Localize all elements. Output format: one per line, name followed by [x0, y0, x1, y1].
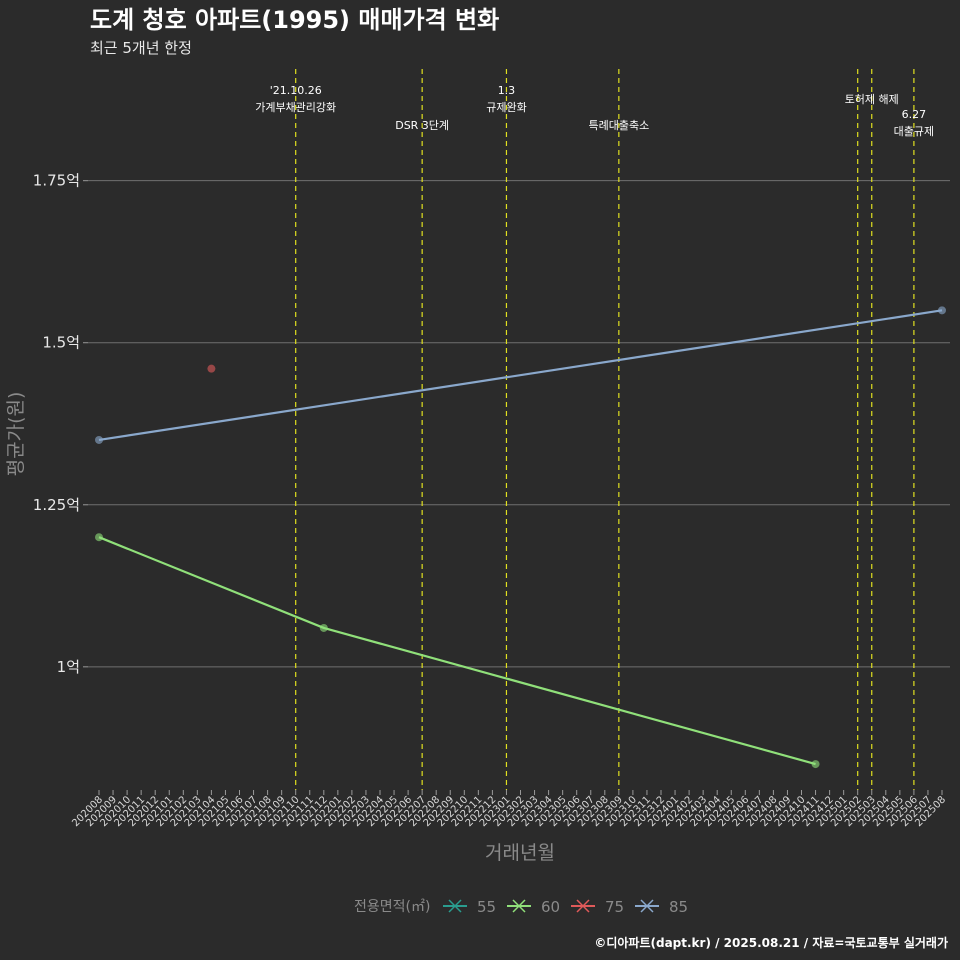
- y-axis-title: 평균가(원): [5, 392, 27, 477]
- legend-swatch-cross: [576, 899, 590, 913]
- legend-swatch-cross: [512, 899, 526, 913]
- legend-swatch-cross: [640, 899, 654, 913]
- series-line-85: [98, 309, 943, 442]
- data-series: [95, 306, 946, 769]
- legend-swatch-cross: [448, 899, 462, 913]
- event-label: DSR 3단계: [395, 119, 449, 132]
- event-label: '21.10.26: [270, 84, 322, 97]
- legend-label: 60: [541, 898, 560, 916]
- y-tick-label: 1.25억: [33, 496, 80, 514]
- y-axis-ticks: 1억 1.25억 1.5억 1.75억: [33, 172, 88, 676]
- legend-label: 75: [605, 898, 624, 916]
- legend-label: 85: [669, 898, 688, 916]
- legend-label: 55: [477, 898, 496, 916]
- event-label: 토허제 해제: [845, 92, 899, 106]
- data-point-75: [207, 364, 216, 373]
- event-label: 1.3: [498, 84, 516, 97]
- series-line-60: [98, 536, 816, 766]
- x-axis-ticks: 2020082020092020102020112020122021012021…: [70, 790, 948, 829]
- x-axis-title: 거래년월: [485, 842, 555, 864]
- legend-title: 전용면적(㎡): [354, 899, 430, 915]
- y-tick-label: 1.5억: [42, 334, 80, 352]
- y-tick-label: 1.75억: [33, 172, 80, 190]
- caption: ©디아파트(dapt.kr) / 2025.08.21 / 자료=국토교통부 실…: [594, 935, 948, 950]
- data-point-85: [938, 306, 946, 315]
- legend: 전용면적(㎡) 55 60 75 85: [354, 898, 688, 916]
- event-label: 6.27: [902, 108, 927, 121]
- grid-lines: [88, 180, 950, 668]
- event-label: 대출규제: [894, 125, 934, 138]
- event-label: 특례대출축소: [588, 119, 649, 132]
- event-label: 가계부채관리강화: [255, 101, 336, 114]
- event-label: 규제완화: [486, 101, 526, 114]
- data-point-60: [319, 623, 328, 632]
- y-tick-label: 1억: [57, 658, 80, 676]
- data-point-60: [95, 533, 103, 542]
- chart-subtitle: 최근 5개년 한정: [90, 39, 192, 57]
- data-point-60: [811, 760, 820, 769]
- chart-title: 도계 청호 아파트(1995) 매매가격 변화: [90, 6, 499, 34]
- data-point-85: [95, 435, 103, 444]
